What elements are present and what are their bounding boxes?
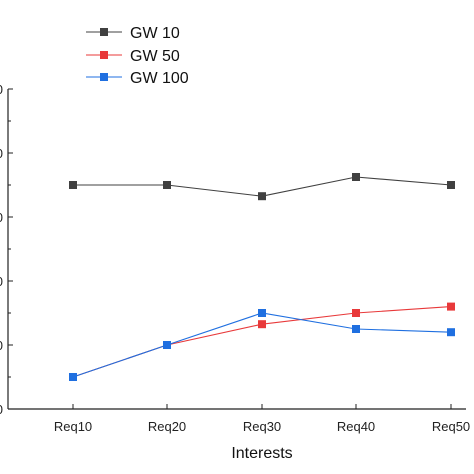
y-tick-label: 0 bbox=[0, 402, 3, 417]
legend: GW 10 GW 50 GW 100 bbox=[86, 25, 189, 87]
legend-marker bbox=[100, 73, 108, 81]
data-point-marker bbox=[352, 173, 360, 181]
series-gw-10 bbox=[69, 173, 455, 201]
data-point-marker bbox=[447, 328, 455, 337]
data-point-marker bbox=[69, 373, 77, 381]
axes: 0 20 40 60 80 100 Req10 Req20 Req30 Req40 Req50 bbox=[0, 82, 470, 434]
series-gw-100 bbox=[69, 309, 455, 381]
data-point-marker bbox=[352, 309, 360, 317]
legend-item: GW 50 bbox=[86, 48, 180, 65]
data-point-marker bbox=[163, 341, 171, 349]
data-point-marker bbox=[258, 192, 266, 201]
x-tick-label: Req30 bbox=[243, 419, 281, 434]
data-point-marker bbox=[352, 325, 360, 333]
series-line bbox=[72, 306, 452, 378]
legend-marker bbox=[100, 28, 108, 36]
legend-label: GW 50 bbox=[130, 48, 180, 65]
y-tick-label: 20 bbox=[0, 338, 3, 353]
y-tick-label: 100 bbox=[0, 82, 3, 97]
legend-item: GW 10 bbox=[86, 25, 180, 42]
x-tick-label: Req10 bbox=[54, 419, 92, 434]
legend-label: GW 100 bbox=[130, 70, 189, 87]
legend-label: GW 10 bbox=[130, 25, 180, 42]
data-point-marker bbox=[447, 302, 455, 311]
x-tick-label: Req20 bbox=[148, 419, 186, 434]
legend-marker bbox=[100, 51, 108, 59]
data-point-marker bbox=[258, 320, 266, 329]
y-tick-label: 80 bbox=[0, 146, 3, 161]
x-tick-label: Req50 bbox=[432, 419, 470, 434]
y-tick-label: 40 bbox=[0, 274, 3, 289]
data-point-marker bbox=[258, 309, 266, 317]
data-point-marker bbox=[447, 181, 455, 189]
data-point-marker bbox=[163, 181, 171, 189]
x-tick-label: Req40 bbox=[337, 419, 375, 434]
x-axis-title: Interests bbox=[231, 445, 292, 462]
series-layer bbox=[69, 173, 455, 381]
data-point-marker bbox=[69, 181, 77, 189]
legend-item: GW 100 bbox=[86, 70, 189, 87]
y-tick-label: 60 bbox=[0, 210, 3, 225]
